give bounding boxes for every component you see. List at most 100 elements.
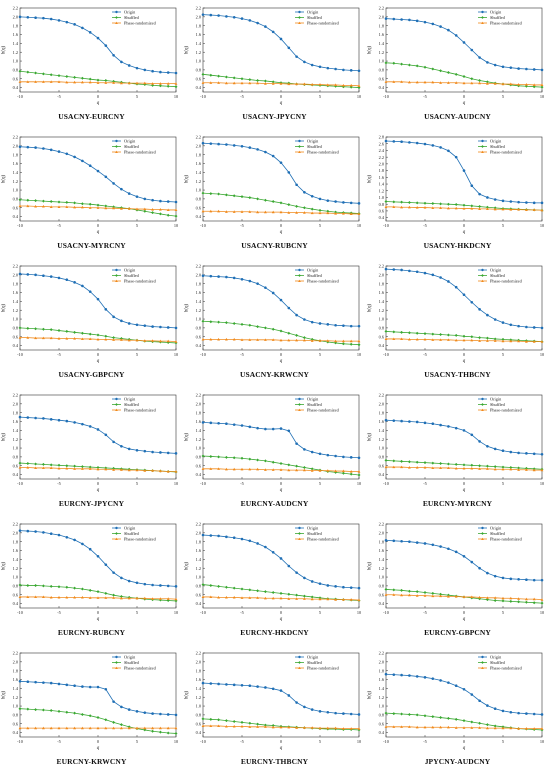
data-point: [415, 64, 419, 68]
data-point: [34, 530, 37, 533]
y-tick-label: 1.0: [379, 446, 384, 451]
data-point: [271, 338, 275, 341]
data-point: [392, 205, 396, 208]
data-point: [509, 82, 513, 86]
y-tick-label: 2.2: [13, 522, 18, 527]
data-point: [159, 584, 162, 587]
data-point: [400, 459, 404, 463]
data-point: [248, 338, 252, 341]
data-point: [240, 277, 244, 281]
data-point: [112, 571, 115, 574]
y-tick-label: 1.8: [13, 539, 18, 544]
data-point: [201, 13, 205, 16]
data-point: [454, 462, 458, 466]
data-point: [318, 597, 322, 601]
data-point: [57, 205, 61, 208]
data-point: [447, 725, 450, 729]
data-point: [509, 208, 513, 211]
x-tick-label: 0: [280, 481, 282, 486]
data-point: [143, 197, 147, 201]
x-tick-label: -10: [17, 223, 23, 228]
data-point: [120, 187, 123, 191]
y-tick-label: 2.2: [379, 393, 384, 398]
legend-label: Origin: [124, 655, 136, 660]
chart-svg: 0.40.60.81.01.21.41.61.82.02.2-10 -5 0 5 10q…: [185, 393, 362, 493]
data-point: [65, 75, 69, 79]
chart-svg: 0.40.60.81.01.21.41.61.82.02.2-10 -5 0 5 10q…: [185, 522, 362, 622]
panel-title: EURCNY-MYRCNY: [422, 499, 493, 508]
data-point: [217, 192, 221, 196]
data-point: [287, 468, 291, 472]
legend-label: Origin: [490, 397, 502, 402]
y-tick-label: 0.4: [13, 343, 19, 348]
data-point: [349, 212, 353, 216]
data-point: [57, 585, 61, 589]
data-point: [166, 71, 170, 74]
data-point: [26, 145, 30, 149]
data-point: [18, 529, 22, 532]
data-point: [540, 578, 544, 582]
data-point: [49, 73, 53, 77]
data-point: [209, 421, 213, 425]
data-point: [486, 726, 489, 730]
data-point: [232, 423, 236, 426]
data-point: [151, 198, 154, 202]
data-point: [493, 596, 497, 599]
data-point: [57, 276, 61, 280]
data-point: [151, 208, 154, 211]
data-point: [279, 201, 283, 205]
data-point: [159, 712, 162, 716]
data-point: [462, 429, 466, 432]
legend-label: Shuffled: [307, 15, 323, 20]
data-point: [217, 682, 220, 686]
data-point: [287, 592, 291, 596]
data-point: [517, 711, 520, 715]
y-tick-label: 1.2: [13, 695, 18, 700]
data-point: [104, 726, 108, 730]
panel-title: USACNY-THBCNY: [424, 370, 491, 379]
data-point: [540, 452, 544, 456]
data-point: [217, 718, 221, 722]
y-tick-label: 0.8: [196, 454, 201, 459]
data-point: [26, 462, 30, 466]
data-point: [493, 447, 497, 451]
data-point: [384, 200, 388, 204]
data-point: [384, 587, 388, 591]
data-point: [166, 713, 170, 716]
y-tick-label: 1.2: [196, 50, 201, 55]
x-tick-label: 10: [357, 352, 361, 357]
data-point: [224, 321, 228, 325]
data-point: [517, 468, 520, 471]
data-point: [80, 331, 84, 335]
data-point: [509, 467, 513, 471]
data-point: [96, 596, 100, 599]
y-axis-label: h(q): [368, 175, 373, 184]
data-point: [256, 426, 259, 430]
data-point: [400, 80, 403, 83]
data-point: [264, 725, 267, 728]
data-point: [478, 464, 482, 468]
y-tick-label: 1.8: [379, 23, 384, 28]
data-point: [384, 205, 388, 208]
data-point: [42, 336, 45, 340]
chart-svg: 0.40.60.81.01.21.41.61.82.02.2-10 -5 0 5 10q…: [185, 264, 362, 364]
data-point: [135, 66, 139, 70]
data-point: [279, 468, 283, 471]
panel-title: JPYCNY-AUDCNY: [424, 757, 491, 766]
data-point: [493, 63, 497, 67]
legend-marker: [298, 666, 301, 669]
data-point: [112, 182, 115, 185]
data-point: [49, 708, 53, 712]
y-axis-label: h(q): [185, 562, 190, 571]
data-point: [493, 465, 497, 469]
data-point: [49, 17, 53, 21]
data-point: [159, 199, 162, 203]
data-point: [517, 466, 521, 470]
legend-marker: [115, 655, 118, 659]
y-tick-label: 1.2: [13, 566, 18, 571]
data-point: [415, 206, 419, 209]
data-point: [42, 466, 45, 470]
chart-svg: 0.40.60.81.01.21.41.61.82.02.2-10 -5 0 5 10q…: [368, 393, 545, 493]
data-point: [423, 466, 427, 469]
y-tick-label: 2.0: [379, 659, 384, 664]
